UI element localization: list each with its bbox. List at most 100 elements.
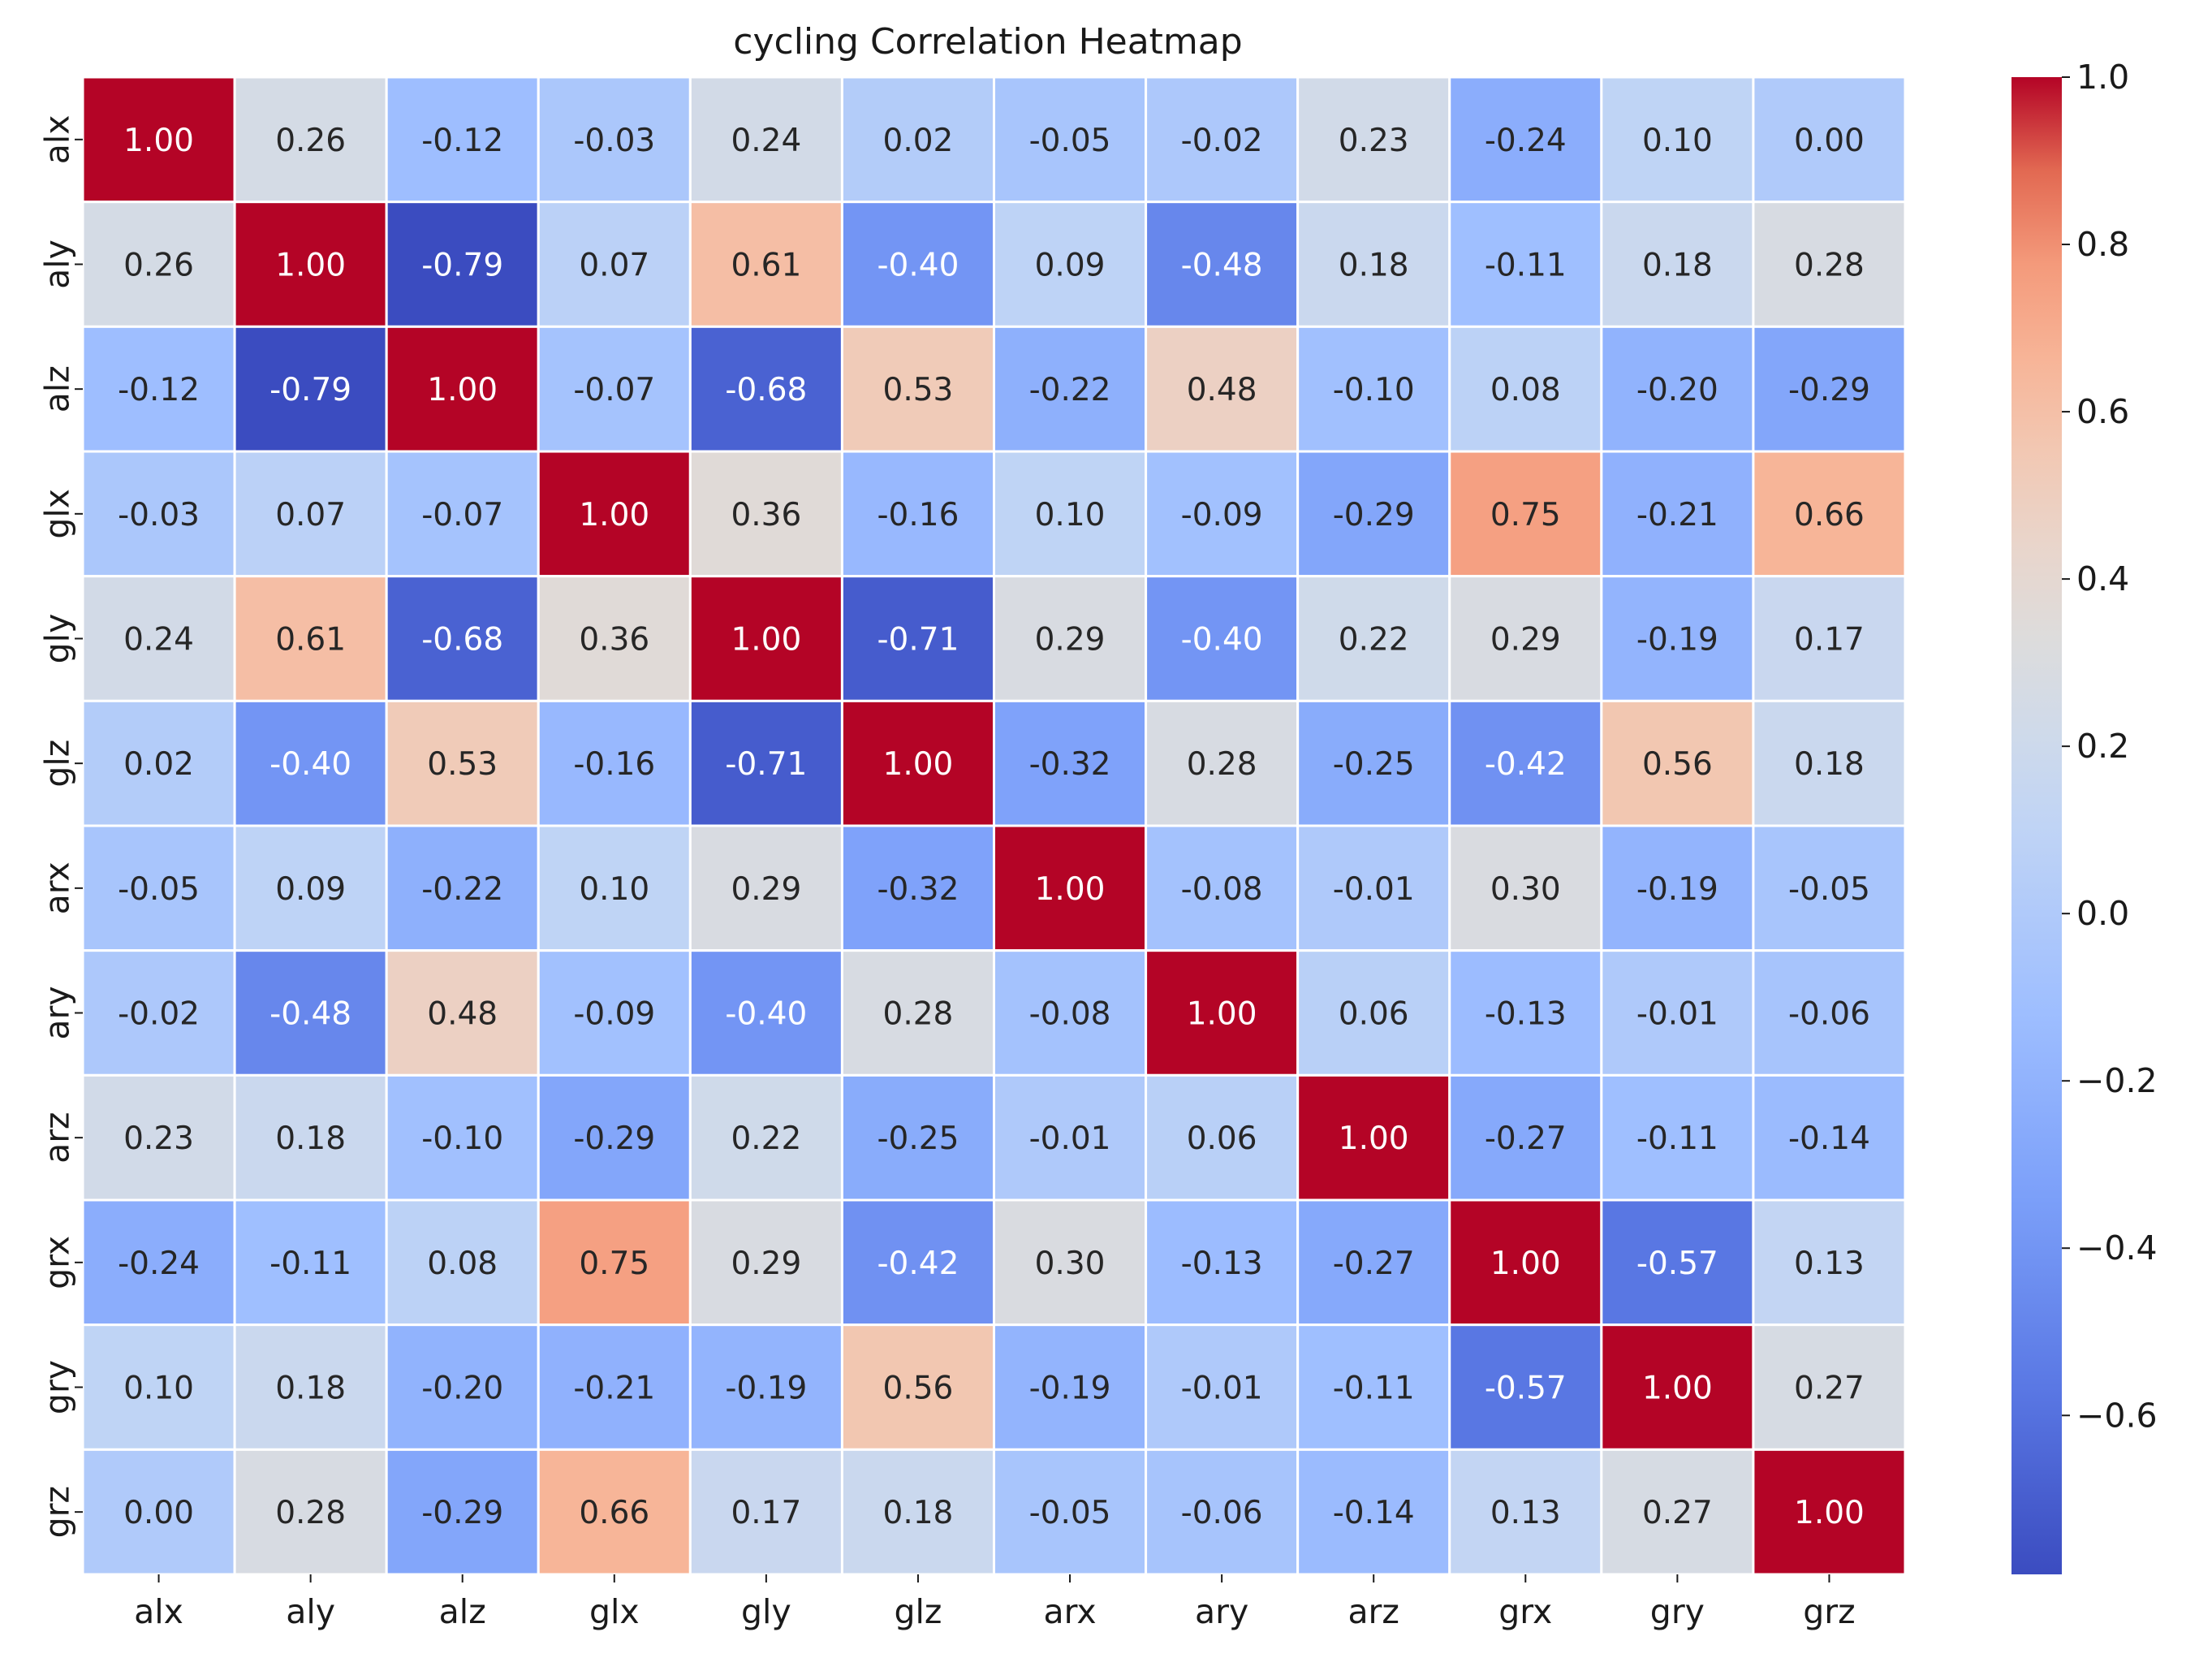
y-tick-label: grx bbox=[37, 1236, 76, 1289]
heatmap-cell bbox=[385, 1448, 540, 1576]
cell-value-label: 1.00 bbox=[579, 497, 649, 533]
x-tick-label: ary bbox=[1195, 1592, 1248, 1631]
colorbar-tick-label: 0.2 bbox=[2076, 727, 2129, 766]
y-tick-label: arz bbox=[37, 1112, 76, 1164]
heatmap-cell bbox=[1752, 325, 1907, 453]
cell-value-label: 0.17 bbox=[1794, 622, 1865, 658]
heatmap-cell bbox=[1600, 1198, 1755, 1327]
heatmap-cell bbox=[993, 1448, 1148, 1576]
y-tick-label: aly bbox=[37, 240, 76, 289]
x-tick-label: alz bbox=[439, 1592, 486, 1631]
heatmap-cell bbox=[1448, 699, 1603, 827]
colorbar-tick-label: 0.8 bbox=[2076, 225, 2129, 264]
heatmap-cell bbox=[993, 1323, 1148, 1451]
heatmap-cell bbox=[1752, 1448, 1907, 1576]
heatmap-cell bbox=[537, 325, 692, 453]
heatmap-cell bbox=[385, 949, 540, 1077]
cell-value-label: -0.14 bbox=[1333, 1495, 1415, 1531]
cell-value-label: -0.29 bbox=[421, 1495, 503, 1531]
cell-value-label: 0.18 bbox=[275, 1120, 346, 1157]
heatmap-cell bbox=[81, 949, 236, 1077]
heatmap-cell bbox=[688, 201, 843, 328]
cell-value-label: -0.40 bbox=[1181, 622, 1263, 658]
cell-value-label: 1.00 bbox=[1035, 871, 1106, 908]
cell-value-label: 0.02 bbox=[123, 746, 194, 783]
heatmap-cell bbox=[385, 575, 540, 702]
cell-value-label: 1.00 bbox=[1187, 996, 1257, 1033]
heatmap-cell bbox=[993, 699, 1148, 827]
cell-value-label: 0.10 bbox=[579, 871, 649, 908]
cell-value-label: -0.20 bbox=[1636, 372, 1718, 408]
cell-value-label: -0.71 bbox=[877, 622, 959, 658]
cell-value-label: 0.00 bbox=[1794, 123, 1865, 159]
heatmap-cell bbox=[233, 201, 388, 328]
cell-value-label: 0.66 bbox=[1794, 497, 1865, 533]
cell-value-label: -0.24 bbox=[118, 1246, 200, 1282]
cell-value-label: -0.48 bbox=[1181, 248, 1263, 284]
heatmap-cell bbox=[688, 1198, 843, 1327]
cell-value-label: -0.11 bbox=[269, 1246, 351, 1282]
cell-value-label: -0.12 bbox=[118, 372, 200, 408]
heatmap-cell bbox=[385, 325, 540, 453]
cell-value-label: -0.24 bbox=[1485, 123, 1567, 159]
cell-value-label: -0.09 bbox=[573, 996, 655, 1033]
cell-value-label: -0.42 bbox=[1485, 746, 1567, 783]
heatmap-cell bbox=[1296, 201, 1451, 328]
heatmap-cell bbox=[385, 1323, 540, 1451]
cell-value-label: -0.19 bbox=[1029, 1371, 1111, 1407]
colorbar-tick-label: −0.2 bbox=[2076, 1061, 2158, 1100]
cell-value-label: -0.29 bbox=[1333, 497, 1415, 533]
heatmap-cell bbox=[993, 450, 1148, 578]
x-tick-label: arz bbox=[1347, 1592, 1399, 1631]
cell-value-label: 1.00 bbox=[427, 372, 498, 408]
cell-value-label: -0.48 bbox=[269, 996, 351, 1033]
cell-value-label: 0.29 bbox=[1035, 622, 1106, 658]
heatmap-cell bbox=[81, 699, 236, 827]
cell-value-label: -0.08 bbox=[1181, 871, 1263, 908]
heatmap-cell bbox=[1296, 699, 1451, 827]
cell-value-label: -0.11 bbox=[1636, 1120, 1718, 1157]
cell-value-label: -0.21 bbox=[573, 1371, 655, 1407]
cell-value-label: 0.36 bbox=[731, 497, 801, 533]
cell-value-label: -0.10 bbox=[1333, 372, 1415, 408]
heatmap-cell bbox=[233, 1448, 388, 1576]
heatmap-cell bbox=[993, 949, 1148, 1077]
cell-value-label: 0.18 bbox=[1642, 248, 1713, 284]
heatmap-cell bbox=[840, 76, 995, 204]
x-tick-label: grx bbox=[1498, 1592, 1552, 1631]
cell-value-label: -0.05 bbox=[1788, 871, 1870, 908]
cell-value-label: -0.01 bbox=[1029, 1120, 1111, 1157]
x-axis-ticks: alx aly alz glx gly glz arx ary arz grx gry grz bbox=[134, 1574, 1856, 1631]
heatmap-cell bbox=[688, 949, 843, 1077]
cell-value-label: 0.00 bbox=[123, 1495, 194, 1531]
x-tick-label: glz bbox=[894, 1592, 942, 1631]
cell-value-label: -0.05 bbox=[118, 871, 200, 908]
colorbar-tick-label: 0.4 bbox=[2076, 559, 2129, 598]
y-tick-label: alz bbox=[37, 365, 76, 412]
heatmap-cell bbox=[993, 201, 1148, 328]
cell-value-label: 0.48 bbox=[1187, 372, 1257, 408]
heatmap-cell bbox=[1600, 949, 1755, 1077]
cell-value-label: 0.26 bbox=[275, 123, 346, 159]
y-tick-label: gly bbox=[37, 614, 76, 664]
heatmap-cell bbox=[1752, 1323, 1907, 1451]
cell-value-label: -0.27 bbox=[1485, 1120, 1567, 1157]
cell-value-label: -0.19 bbox=[1636, 622, 1718, 658]
heatmap-cell bbox=[385, 1073, 540, 1202]
cell-value-label: 0.07 bbox=[275, 497, 346, 533]
heatmap-cell bbox=[688, 575, 843, 702]
cell-value-label: 0.18 bbox=[1794, 746, 1865, 783]
cell-value-label: 0.22 bbox=[731, 1120, 801, 1157]
cell-value-label: 0.13 bbox=[1490, 1495, 1561, 1531]
cell-value-label: -0.40 bbox=[877, 248, 959, 284]
heatmap-cell bbox=[385, 76, 540, 204]
cell-value-label: -0.21 bbox=[1636, 497, 1718, 533]
cell-value-label: 0.56 bbox=[883, 1371, 954, 1407]
heatmap-cell bbox=[840, 699, 995, 827]
x-tick-label: grz bbox=[1803, 1592, 1855, 1631]
x-tick-label: aly bbox=[286, 1592, 335, 1631]
cell-value-label: 0.10 bbox=[1642, 123, 1713, 159]
cell-value-label: -0.07 bbox=[573, 372, 655, 408]
heatmap-cell bbox=[233, 76, 388, 204]
heatmap-cell bbox=[1752, 699, 1907, 827]
